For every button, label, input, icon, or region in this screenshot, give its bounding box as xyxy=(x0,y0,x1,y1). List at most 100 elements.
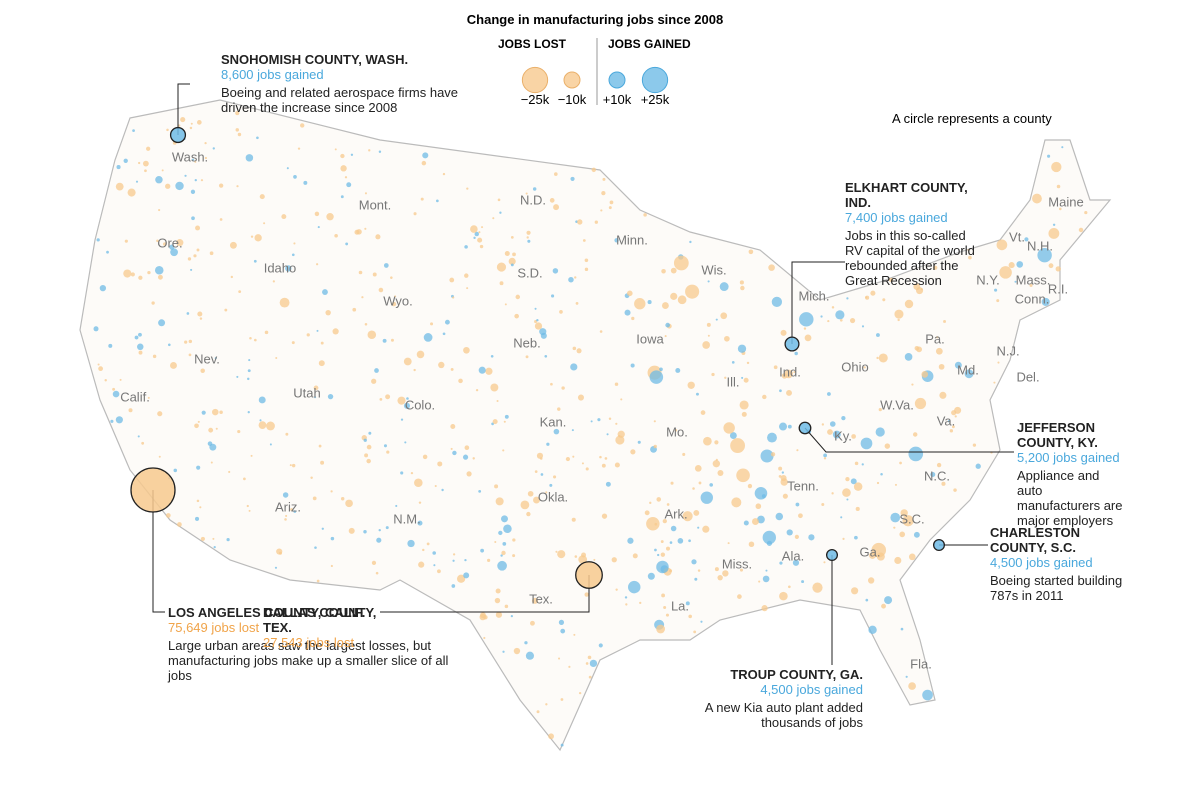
county-dot xyxy=(762,575,770,583)
county-dot xyxy=(731,497,742,508)
state-label: Nev. xyxy=(194,351,220,366)
county-dot xyxy=(253,259,257,263)
county-dot xyxy=(98,366,104,372)
county-dot xyxy=(539,328,547,336)
county-dot xyxy=(778,466,783,471)
county-dot xyxy=(853,482,863,491)
county-dot xyxy=(250,235,254,238)
county-dot xyxy=(391,301,397,307)
county-dot xyxy=(787,424,792,429)
legend-label: −10k xyxy=(557,92,587,107)
county-dot xyxy=(703,436,712,446)
county-dot xyxy=(361,296,364,299)
county-dot xyxy=(510,614,513,618)
state-label: Ind. xyxy=(779,364,801,379)
county-dot xyxy=(568,276,574,283)
county-dot xyxy=(213,545,216,549)
county-dot xyxy=(996,299,1000,303)
county-dot xyxy=(695,392,699,396)
county-dot xyxy=(533,496,540,504)
county-dot xyxy=(420,197,424,201)
annotation-name: JEFFERSON COUNTY, KY. xyxy=(1017,420,1098,450)
county-dot xyxy=(168,343,171,347)
county-dot xyxy=(693,630,697,634)
county-dot xyxy=(608,206,612,210)
state-label: Wyo. xyxy=(383,293,413,308)
county-dot xyxy=(397,396,406,405)
county-dot xyxy=(908,553,916,561)
county-dot xyxy=(371,560,377,565)
county-dot xyxy=(423,333,433,342)
annotation-text: Boeing and related aerospace firms have … xyxy=(221,85,459,115)
county-dot xyxy=(865,598,869,602)
county-dot xyxy=(781,471,785,474)
county-dot xyxy=(291,463,296,468)
county-dot xyxy=(865,295,870,300)
county-dot xyxy=(364,192,368,195)
county-dot xyxy=(437,461,443,467)
note: A circle represents a county xyxy=(892,111,1052,126)
county-dot xyxy=(913,283,921,290)
county-dot xyxy=(1051,161,1062,173)
county-dot xyxy=(540,473,544,476)
county-dot xyxy=(654,548,657,552)
annotation-jobs: 4,500 jobs gained xyxy=(990,555,1093,570)
county-dot xyxy=(407,539,415,548)
county-dot xyxy=(138,332,142,337)
county-dot xyxy=(490,383,499,392)
county-dot xyxy=(709,483,713,487)
county-dot xyxy=(137,161,141,165)
county-dot xyxy=(219,410,223,415)
county-dot xyxy=(559,310,563,314)
county-dot xyxy=(499,281,504,286)
county-dot xyxy=(660,540,664,544)
state-label: N.C. xyxy=(924,468,950,483)
state-label: Fla. xyxy=(910,656,932,671)
county-dot xyxy=(968,255,972,260)
county-dot xyxy=(196,465,201,470)
county-dot xyxy=(706,322,711,327)
county-dot xyxy=(593,558,596,561)
county-dot xyxy=(570,176,575,181)
county-dot xyxy=(878,408,882,412)
county-dot xyxy=(158,319,166,327)
state-label: N.H. xyxy=(1027,238,1053,253)
county-highlight xyxy=(784,336,800,352)
county-dot xyxy=(675,367,681,373)
county-dot xyxy=(418,561,425,568)
county-dot xyxy=(450,367,454,371)
county-dot xyxy=(138,275,143,280)
county-dot xyxy=(156,239,159,243)
county-dot xyxy=(691,559,697,565)
county-dot xyxy=(504,303,507,306)
county-dot xyxy=(1008,262,1015,269)
county-dot xyxy=(796,449,799,452)
county-dot xyxy=(747,483,753,489)
county-dot xyxy=(452,450,457,456)
leader-line xyxy=(804,427,1014,453)
county-dot xyxy=(196,120,202,125)
county-dot xyxy=(403,357,412,366)
county-dot xyxy=(269,443,272,446)
county-dot xyxy=(214,357,217,360)
county-dot xyxy=(281,214,287,220)
county-dot xyxy=(456,574,466,583)
county-dot xyxy=(496,399,499,403)
county-dot xyxy=(141,441,145,445)
county-dot xyxy=(584,267,589,272)
county-dot xyxy=(717,470,724,476)
county-dot xyxy=(604,457,608,460)
county-dot xyxy=(608,417,612,421)
county-dot xyxy=(803,327,807,330)
county-dot xyxy=(464,245,468,249)
county-dot xyxy=(99,284,107,292)
county-dot xyxy=(284,518,287,521)
county-dot xyxy=(483,636,486,640)
annotation-name: SNOHOMISH COUNTY, WASH. xyxy=(221,52,409,67)
county-dot xyxy=(829,421,836,427)
county-dot xyxy=(410,471,414,475)
state-label: Calif. xyxy=(120,389,150,404)
county-dot xyxy=(553,204,560,211)
county-dot xyxy=(748,249,754,255)
county-dot xyxy=(670,292,678,300)
